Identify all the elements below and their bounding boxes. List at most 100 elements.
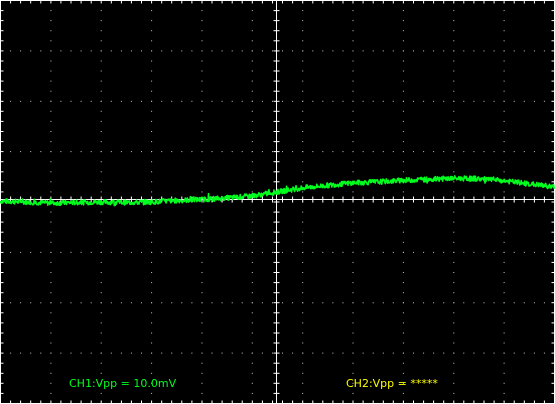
grid-dot — [201, 151, 203, 153]
grid-dot — [141, 302, 142, 304]
grid-dot — [473, 251, 475, 253]
grid-dot — [352, 261, 354, 263]
grid-dot — [120, 50, 122, 52]
grid-dot — [50, 282, 52, 284]
grid-dot — [423, 302, 425, 304]
grid-dot — [251, 372, 253, 374]
grid-dot — [402, 312, 404, 314]
grid-dot — [211, 352, 213, 354]
grid-dot — [100, 292, 102, 294]
grid-dot — [372, 151, 374, 153]
grid-dot — [453, 322, 455, 324]
grid-dot — [503, 110, 505, 112]
grid-dot — [80, 352, 82, 354]
grid-dot — [70, 302, 72, 304]
grid-dot — [201, 181, 203, 183]
grid-dot — [402, 80, 404, 82]
grid-dot — [161, 50, 163, 52]
grid-dot — [503, 60, 505, 62]
grid-dot — [352, 40, 354, 42]
grid-dot — [392, 251, 394, 253]
grid-dot — [151, 272, 153, 273]
grid-dot — [302, 191, 304, 193]
grid-dot — [90, 302, 92, 304]
grid-dot — [100, 181, 102, 183]
grid-dot — [251, 211, 253, 213]
grid-dot — [201, 241, 203, 243]
grid-dot — [402, 20, 404, 22]
grid-dot — [100, 191, 102, 193]
grid-dot — [453, 211, 455, 213]
grid-dot — [40, 302, 42, 304]
grid-dot — [503, 251, 505, 253]
grid-dot — [503, 10, 505, 12]
grid-dot — [302, 322, 304, 324]
grid-dot — [100, 251, 102, 253]
grid-dot — [261, 50, 263, 52]
grid-dot — [493, 251, 495, 253]
grid-dot — [453, 181, 455, 183]
grid-dot — [302, 181, 304, 183]
grid-dot — [453, 362, 455, 364]
grid-dot — [503, 292, 505, 294]
grid-dot — [493, 50, 495, 52]
grid-dot — [100, 241, 102, 243]
grid-dot — [110, 302, 112, 304]
grid-dot — [251, 181, 253, 183]
grid-dot — [513, 151, 515, 153]
grid-dot — [453, 261, 455, 263]
grid-dot — [201, 342, 203, 344]
grid-dot — [181, 100, 183, 102]
grid-dot — [40, 50, 42, 52]
grid-dot — [60, 50, 62, 52]
grid-dot — [201, 161, 203, 163]
grid-dot — [402, 392, 404, 394]
grid-dot — [201, 70, 203, 72]
grid-dot — [443, 100, 445, 102]
grid-dot — [100, 60, 102, 62]
grid-dot — [50, 20, 52, 22]
grid-dot — [50, 50, 52, 52]
grid-dot — [322, 251, 324, 253]
grid-dot — [50, 392, 52, 394]
grid-dot — [120, 151, 122, 153]
grid-dot — [251, 322, 253, 324]
grid-dot — [20, 251, 22, 253]
grid-dot — [50, 120, 52, 122]
grid-dot — [402, 191, 404, 193]
grid-dot — [171, 151, 173, 153]
grid-dot — [151, 241, 153, 243]
grid-dot — [201, 312, 203, 314]
grid-dot — [453, 70, 455, 72]
grid-dot — [100, 110, 102, 112]
grid-dot — [342, 302, 344, 304]
grid-dot — [342, 151, 344, 153]
grid-dot — [100, 342, 102, 344]
grid-dot — [453, 191, 455, 193]
grid-dot — [312, 352, 314, 354]
grid-dot — [453, 30, 455, 32]
grid-dot — [151, 251, 153, 253]
grid-dot — [251, 392, 253, 394]
grid-dot — [100, 372, 102, 374]
grid-dot — [312, 151, 314, 153]
grid-dot — [231, 50, 233, 52]
grid-dot — [352, 312, 354, 314]
grid-dot — [90, 352, 92, 354]
grid-dot — [453, 161, 455, 163]
grid-dot — [352, 191, 354, 193]
grid-dot — [60, 100, 62, 102]
grid-dot — [130, 352, 132, 354]
grid-dot — [261, 352, 263, 354]
grid-dot — [342, 100, 344, 102]
grid-dot — [151, 120, 153, 122]
grid-dot — [503, 302, 505, 304]
grid-dot — [221, 151, 223, 153]
grid-dot — [352, 60, 354, 62]
grid-dot — [332, 50, 334, 52]
grid-dot — [201, 382, 203, 384]
grid-dot — [503, 30, 505, 32]
grid-dot — [483, 352, 485, 354]
grid-dot — [453, 131, 455, 132]
grid-dot — [50, 211, 52, 213]
